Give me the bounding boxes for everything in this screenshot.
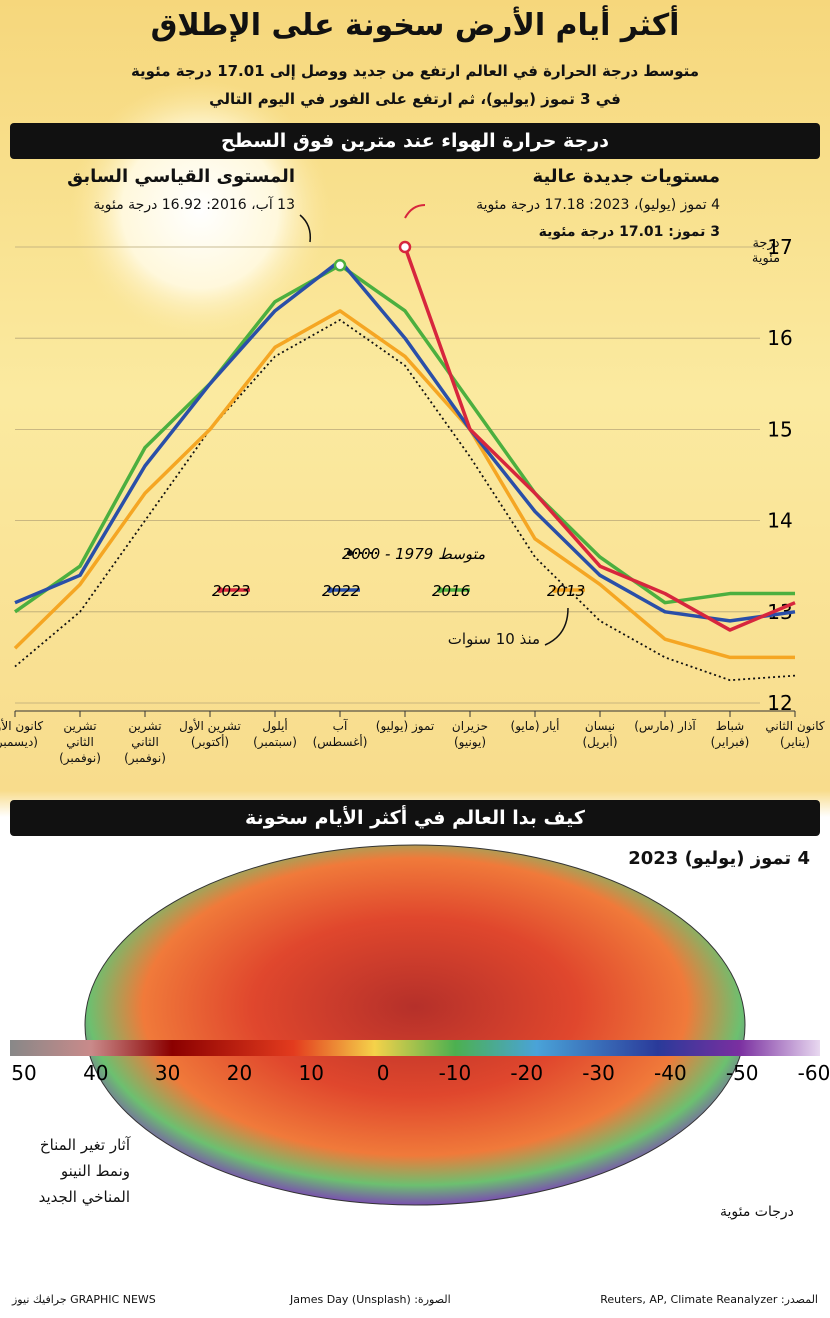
annotation: المستوى القياسي السابق: [67, 166, 295, 187]
x-tick-label: تموز (يوليو): [375, 719, 435, 733]
annotation: 4 تموز (يوليو)، 2023: 17.18 درجة مئوية: [476, 197, 720, 213]
x-tick-label: كانون الثاني (يناير): [765, 719, 825, 749]
legend-marker: [217, 587, 223, 593]
y-tick-label: 14: [767, 509, 792, 533]
series-line: [13, 309, 795, 660]
subtitle: متوسط درجة الحرارة في العالم ارتفع من جد…: [130, 62, 700, 80]
color-scale: [10, 1040, 820, 1056]
x-tick-label: حزيران (يونيو): [451, 719, 489, 749]
scale-label: 40-: [654, 1061, 687, 1085]
y-tick-label: 16: [767, 326, 792, 350]
legend-label: 2013: [547, 582, 585, 600]
brand: GRAPHIC NEWS جرافيك نيوز: [12, 1293, 156, 1306]
legend-label: متوسط 1979 - 2000: [342, 545, 485, 563]
series-line: [13, 263, 795, 614]
legend-marker: [347, 550, 353, 556]
x-tick-label: آذار (مارس): [634, 719, 696, 733]
scale-label: 50-: [726, 1061, 759, 1085]
title: أكثر أيام الأرض سخونة على الإطلاق: [150, 8, 680, 43]
scale-label: 10: [299, 1061, 324, 1085]
x-tick-label: شباط (فبراير): [710, 719, 750, 749]
world-map: [84, 844, 746, 1206]
scale-label: 30: [155, 1061, 180, 1085]
arrow: [544, 607, 569, 646]
scale-label: 30-: [582, 1061, 615, 1085]
scale-label: 20-: [510, 1061, 543, 1085]
x-tick-label: تشرين الثاني (نوفمبر): [59, 719, 101, 765]
subtitle: في 3 تموز (يوليو)، ثم ارتفع على الفور في…: [209, 90, 621, 108]
annotation: منذ 10 سنوات: [447, 630, 540, 648]
section-title: درجة حرارة الهواء عند مترين فوق السطح: [10, 123, 820, 159]
x-tick-label: تشرين الأول (أكتوبر): [179, 719, 241, 749]
record-marker: [398, 240, 412, 254]
arrow: [404, 204, 426, 219]
section-title: كيف بدا العالم في أكثر الأيام سخونة: [10, 800, 820, 836]
note: آثار تغير المناخ ونمط النينو المناخي الج…: [38, 1136, 130, 1206]
scale-label: 60-: [798, 1061, 830, 1085]
legend-label: 2022: [322, 582, 360, 600]
scale-label: 0: [377, 1061, 390, 1085]
x-tick-label: كانون الأول (ديسمبر): [0, 719, 44, 749]
x-tick-label: نيسان (أبريل): [582, 719, 618, 749]
scale-unit: درجات مئوية: [720, 1204, 794, 1220]
series-line: [14, 319, 796, 682]
x-tick-label: أيلول (سبتمبر): [253, 719, 297, 749]
legend-label: 2016: [432, 582, 470, 600]
legend-marker: [327, 587, 333, 593]
series-line: [403, 246, 796, 632]
record-marker: [333, 258, 347, 272]
scale-label: 20: [227, 1061, 252, 1085]
arrow: [299, 214, 312, 243]
legend-label: 2023: [212, 582, 250, 600]
y-axis-label: درجة مئوية: [751, 236, 781, 266]
annotation: مستويات جديدة عالية: [532, 166, 720, 187]
annotation: 3 تموز: 17.01 درجة مئوية: [538, 224, 720, 240]
x-tick-label: أيار (مايو): [510, 719, 560, 733]
scale-label: 10-: [439, 1061, 472, 1085]
series-line: [14, 258, 796, 623]
photo-credit: الصورة: James Day (Unsplash): [290, 1293, 451, 1306]
x-tick-label: آب (أغسطس): [312, 719, 368, 749]
y-tick-label: 17: [767, 235, 792, 259]
scale-label: 40: [83, 1061, 108, 1085]
map-date: 4 تموز (يوليو) 2023: [628, 848, 810, 869]
annotation: 13 آب، 2016: 16.92 درجة مئوية: [93, 197, 295, 213]
y-tick-label: 15: [767, 417, 792, 441]
scale-label: 50: [11, 1061, 36, 1085]
legend-marker: [552, 587, 558, 593]
legend-marker: [437, 587, 443, 593]
source: المصدر: Reuters, AP, Climate Reanalyzer: [600, 1293, 818, 1306]
x-tick-label: تشرين الثاني (نوفمبر): [124, 719, 166, 765]
